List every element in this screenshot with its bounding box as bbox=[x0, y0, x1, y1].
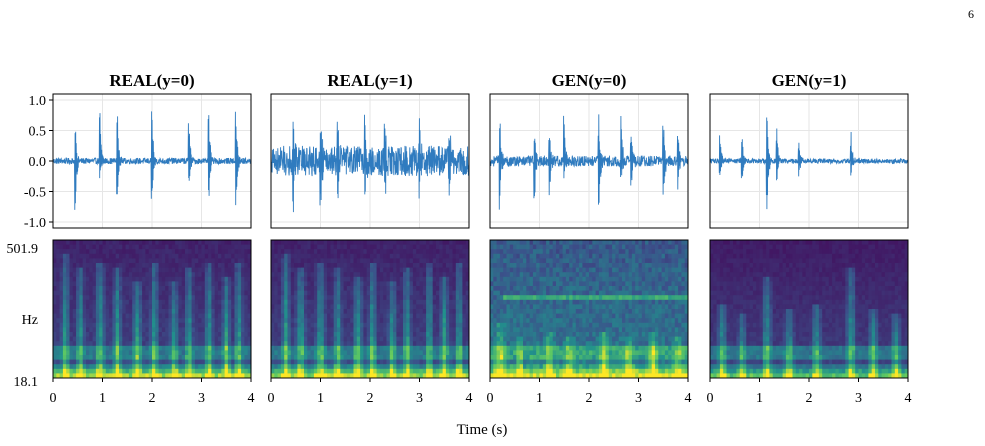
page-number: 6 bbox=[968, 7, 974, 21]
xtick-label-3-2: 2 bbox=[586, 391, 593, 406]
spectrogram-ytick-bottom: 18.1 bbox=[14, 375, 39, 390]
spectrogram-panel-4 bbox=[709, 239, 909, 379]
waveform-series-3 bbox=[490, 114, 688, 210]
waveform-frame-2 bbox=[270, 93, 470, 229]
x-axis-label: Time (s) bbox=[457, 422, 508, 438]
panel-title-3: GEN(y=0) bbox=[552, 71, 627, 90]
xtick-label-3-0: 0 bbox=[487, 391, 494, 406]
spectrogram-ytick-top: 501.9 bbox=[7, 242, 39, 257]
waveform-series-4 bbox=[710, 117, 908, 210]
waveform-ytick-label-4: -1.0 bbox=[24, 216, 46, 231]
waveform-series-2 bbox=[271, 114, 469, 213]
xtick-label-1-1: 1 bbox=[99, 391, 106, 406]
xtick-label-1-2: 2 bbox=[149, 391, 156, 406]
xtick-label-1-4: 4 bbox=[248, 391, 255, 406]
xtick-label-4-1: 1 bbox=[756, 391, 763, 406]
axes-labels: 1.00.50.0-0.5-1.00 1 2 3 4 0 1 2 3 4 0 1 2 3 4 0 1 2 3 4501… bbox=[7, 94, 912, 406]
waveform-row bbox=[52, 93, 909, 229]
panel-titles: REAL(y=0) REAL(y=1) GEN(y=0) GEN(y=1) bbox=[109, 71, 846, 90]
xtick-label-2-3: 3 bbox=[416, 391, 423, 406]
xtick-label-1-3: 3 bbox=[198, 391, 205, 406]
xtick-label-3-3: 3 bbox=[635, 391, 642, 406]
waveform-panel-1 bbox=[52, 93, 252, 229]
waveform-ytick-label-0: 1.0 bbox=[29, 94, 47, 109]
spectrogram-panel-1 bbox=[52, 239, 252, 379]
spectrogram-panel-2 bbox=[270, 239, 470, 379]
panel-title-1: REAL(y=0) bbox=[109, 71, 194, 90]
waveform-ytick-label-1: 0.5 bbox=[29, 125, 47, 140]
waveform-ytick-label-2: 0.0 bbox=[29, 155, 47, 170]
waveform-ytick-label-3: -0.5 bbox=[24, 186, 46, 201]
waveform-panel-4 bbox=[709, 93, 909, 229]
spectrogram-row bbox=[52, 239, 909, 379]
waveform-frame-4 bbox=[709, 93, 909, 229]
xtick-label-4-3: 3 bbox=[855, 391, 862, 406]
xtick-label-2-1: 1 bbox=[317, 391, 324, 406]
xtick-label-4-2: 2 bbox=[806, 391, 813, 406]
spectrogram-yaxis-unit: Hz bbox=[22, 313, 38, 328]
xtick-label-4-4: 4 bbox=[905, 391, 912, 406]
spectrogram-panel-3 bbox=[489, 239, 689, 379]
xtick-label-2-0: 0 bbox=[268, 391, 275, 406]
waveform-frame-3 bbox=[489, 93, 689, 229]
waveform-series-1 bbox=[53, 111, 251, 210]
xtick-label-3-4: 4 bbox=[685, 391, 692, 406]
waveform-panel-3 bbox=[489, 93, 689, 229]
panel-title-4: GEN(y=1) bbox=[772, 71, 847, 90]
waveform-panel-2 bbox=[270, 93, 470, 229]
panel-title-2: REAL(y=1) bbox=[327, 71, 412, 90]
xtick-label-4-0: 0 bbox=[707, 391, 714, 406]
xtick-label-2-4: 4 bbox=[466, 391, 473, 406]
xtick-label-2-2: 2 bbox=[367, 391, 374, 406]
xtick-label-3-1: 1 bbox=[536, 391, 543, 406]
xtick-label-1-0: 0 bbox=[50, 391, 57, 406]
